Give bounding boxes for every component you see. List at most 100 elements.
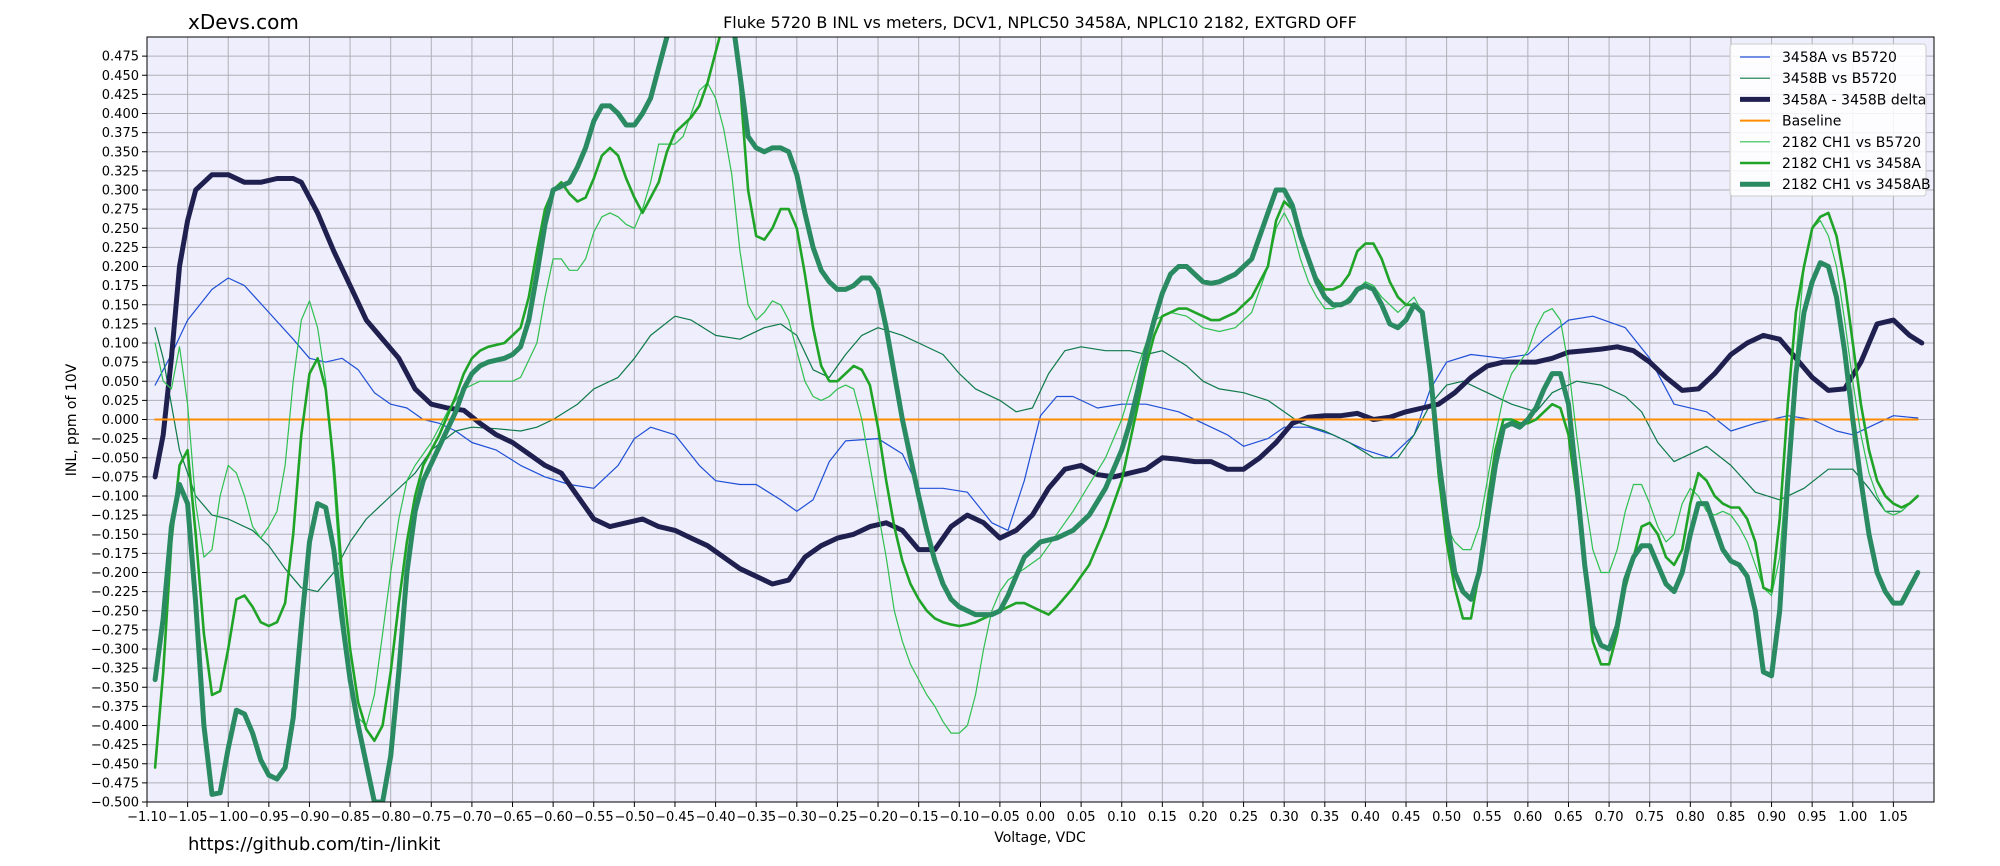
y-tick-label: −0.350 (91, 681, 139, 696)
y-tick-label: −0.225 (91, 585, 139, 600)
legend-label: 2182 CH1 vs B5720 (1782, 135, 1921, 151)
y-tick-label: −0.200 (91, 566, 139, 581)
x-tick-label: −1.05 (168, 810, 208, 825)
x-tick-label: −0.20 (858, 810, 898, 825)
x-tick-label: 0.30 (1270, 810, 1299, 825)
x-tick-label: 0.85 (1716, 810, 1745, 825)
x-tick-label: −0.55 (574, 810, 614, 825)
y-tick-label: 0.050 (102, 375, 139, 390)
x-tick-label: 0.80 (1676, 810, 1705, 825)
y-tick-label: 0.400 (102, 107, 139, 122)
x-tick-label: 0.65 (1554, 810, 1583, 825)
x-tick-label: 1.00 (1838, 810, 1867, 825)
y-tick-label: −0.400 (91, 719, 139, 734)
y-tick-label: −0.425 (91, 738, 139, 753)
x-tick-label: 0.50 (1432, 810, 1461, 825)
x-tick-label: −0.15 (899, 810, 939, 825)
y-axis-title: INL, ppm of 10V (64, 363, 80, 476)
x-tick-label: −0.50 (614, 810, 654, 825)
legend-label: Baseline (1782, 114, 1841, 130)
x-tick-label: 0.60 (1513, 810, 1542, 825)
y-tick-label: −0.125 (91, 509, 139, 524)
legend-label: 3458B vs B5720 (1782, 71, 1897, 87)
x-tick-label: −0.95 (249, 810, 289, 825)
y-tick-label: 0.075 (102, 356, 139, 371)
y-axis: −0.500 −0.475 −0.450 −0.425 −0.400 −0.375 −0.3… (91, 50, 147, 811)
y-tick-label: −0.250 (91, 604, 139, 619)
x-tick-label: −0.75 (411, 810, 451, 825)
series-line-1 (154, 277, 1919, 531)
x-tick-label: 0.95 (1798, 810, 1827, 825)
legend: 3458A vs B5720 3458B vs B5720 3458A - 3458… (1729, 43, 1931, 197)
legend-label: 3458A vs B5720 (1782, 50, 1897, 66)
legend-label: 2182 CH1 vs 3458A (1782, 156, 1921, 172)
x-tick-label: −0.80 (371, 810, 411, 825)
x-tick-label: 0.15 (1148, 810, 1177, 825)
y-tick-label: 0.325 (102, 164, 139, 179)
y-tick-label: 0.475 (102, 50, 139, 65)
y-tick-label: 0.450 (102, 69, 139, 84)
x-tick-label: −0.40 (696, 810, 736, 825)
y-tick-label: −0.375 (91, 700, 139, 715)
x-tick-label: −0.85 (330, 810, 370, 825)
x-tick-label: 0.40 (1351, 810, 1380, 825)
y-tick-label: 0.300 (102, 184, 139, 199)
x-tick-label: −0.05 (980, 810, 1020, 825)
y-tick-label: −0.050 (91, 451, 139, 466)
x-tick-label: 0.35 (1310, 810, 1339, 825)
y-tick-label: −0.075 (91, 470, 139, 485)
y-tick-label: −0.450 (91, 757, 139, 772)
series-layer (152, 37, 1925, 802)
y-tick-label: −0.100 (91, 490, 139, 505)
y-tick-label: −0.150 (91, 528, 139, 543)
x-axis: −1.10 −1.05 −1.00 −0.95 −0.90 −0.85 −0.80 −0.75… (127, 802, 1908, 825)
footer-link[interactable]: https://github.com/tin-/linkit (188, 834, 441, 855)
y-tick-label: 0.350 (102, 145, 139, 160)
y-tick-label: −0.475 (91, 776, 139, 791)
x-tick-label: 0.00 (1026, 810, 1055, 825)
y-tick-label: −0.175 (91, 547, 139, 562)
brand-label: xDevs.com (188, 10, 299, 34)
legend-box (1729, 43, 1927, 197)
series-line-2 (154, 315, 1919, 593)
x-tick-label: −0.10 (939, 810, 979, 825)
y-tick-label: 0.150 (102, 298, 139, 313)
legend-label: 2182 CH1 vs 3458AB (1782, 177, 1931, 193)
series-line-3 (152, 172, 1925, 587)
y-tick-label: −0.025 (91, 432, 139, 447)
y-tick-label: 0.100 (102, 337, 139, 352)
y-tick-label: −0.325 (91, 662, 139, 677)
x-tick-label: −0.45 (655, 810, 695, 825)
x-tick-label: −0.25 (818, 810, 858, 825)
x-tick-label: 0.05 (1067, 810, 1096, 825)
x-tick-label: 0.70 (1595, 810, 1624, 825)
y-tick-label: 0.025 (102, 394, 139, 409)
y-tick-label: 0.000 (102, 413, 139, 428)
y-tick-label: 0.175 (102, 279, 139, 294)
y-tick-label: 0.275 (102, 203, 139, 218)
series-line-6 (153, 37, 1920, 769)
x-tick-label: −0.30 (777, 810, 817, 825)
x-tick-label: 0.25 (1229, 810, 1258, 825)
x-tick-label: 0.20 (1188, 810, 1217, 825)
x-tick-label: 1.05 (1879, 810, 1908, 825)
y-tick-label: 0.375 (102, 126, 139, 141)
y-tick-label: 0.200 (102, 260, 139, 275)
y-tick-label: −0.300 (91, 643, 139, 658)
legend-label: 3458A - 3458B delta (1782, 92, 1926, 108)
x-axis-title: Voltage, VDC (994, 830, 1086, 846)
y-tick-label: −0.500 (91, 796, 139, 811)
x-tick-label: −0.35 (736, 810, 776, 825)
x-tick-label: −0.90 (290, 810, 330, 825)
y-tick-label: 0.125 (102, 317, 139, 332)
y-tick-label: −0.275 (91, 623, 139, 638)
x-tick-label: −1.10 (127, 810, 167, 825)
x-tick-label: −0.65 (493, 810, 533, 825)
series-line-5 (154, 82, 1919, 734)
y-tick-label: 0.225 (102, 241, 139, 256)
y-tick-label: 0.250 (102, 222, 139, 237)
y-tick-label: 0.425 (102, 88, 139, 103)
x-tick-label: −0.70 (452, 810, 492, 825)
x-tick-label: 0.10 (1107, 810, 1136, 825)
